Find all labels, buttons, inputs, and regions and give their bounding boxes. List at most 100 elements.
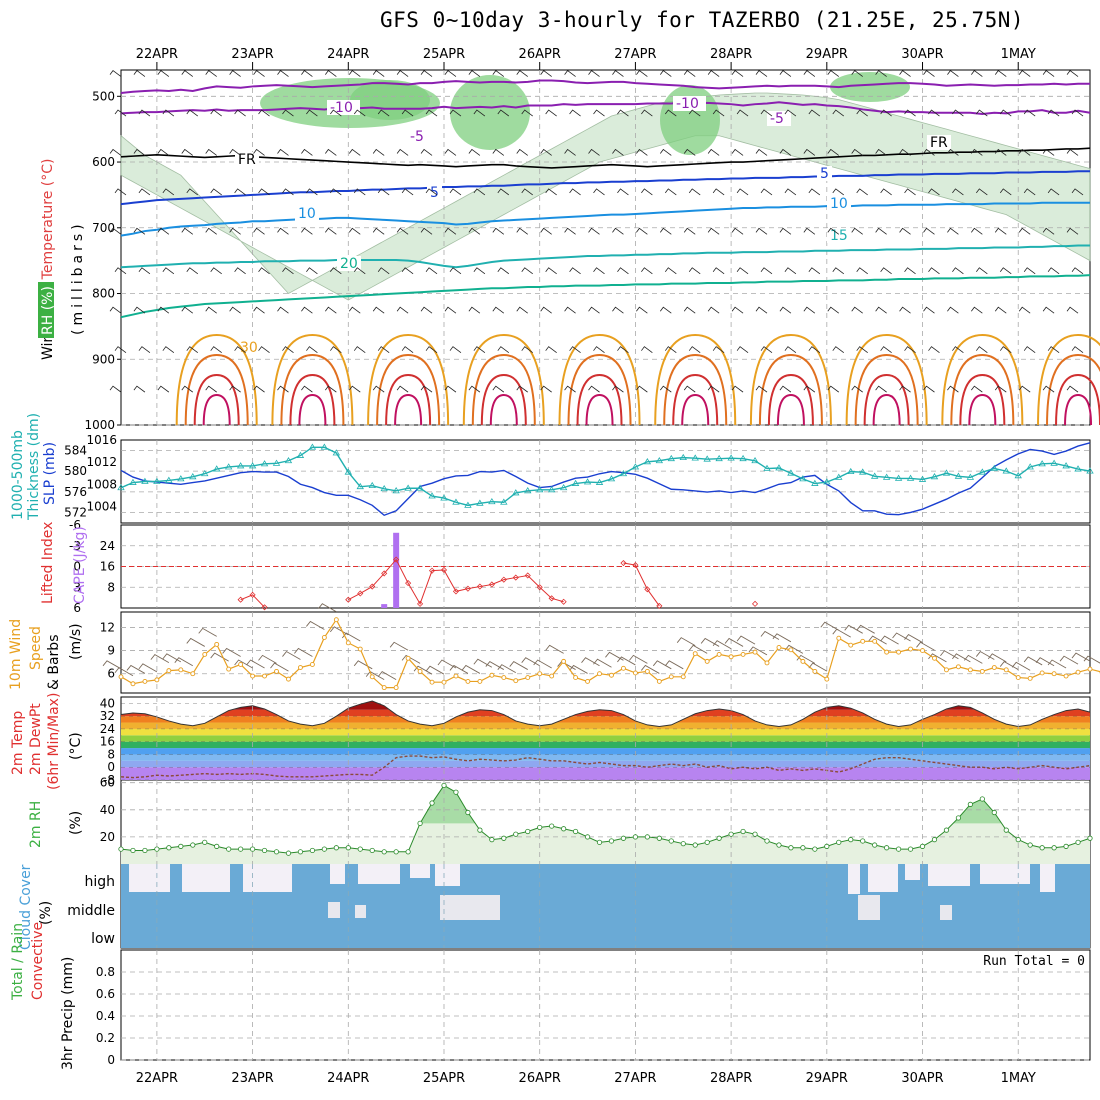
wind-barb bbox=[664, 188, 677, 196]
pr-tick: 0.6 bbox=[96, 987, 115, 1001]
rh-marker bbox=[620, 835, 627, 841]
wind-barb-10m bbox=[736, 635, 756, 645]
wind-barb-10m bbox=[521, 657, 540, 667]
wind-barb bbox=[923, 385, 935, 393]
wind-speed-marker bbox=[932, 655, 937, 661]
wind-barb-10m bbox=[748, 646, 768, 656]
wind-barb-10m bbox=[114, 667, 134, 677]
wind-barb bbox=[1066, 306, 1079, 314]
wind-barb bbox=[760, 109, 773, 117]
thickness-label-2: Thickness (dm) bbox=[26, 413, 42, 521]
wind-barb-10m bbox=[437, 659, 457, 669]
temp-band bbox=[121, 709, 1090, 717]
isotherm-label-bg bbox=[295, 206, 319, 221]
wind-barb bbox=[133, 385, 146, 393]
isotherm-label: -5 bbox=[410, 129, 424, 145]
wind-barb bbox=[277, 385, 289, 393]
wind-barb bbox=[731, 306, 744, 314]
wind-barb bbox=[1047, 188, 1060, 196]
wind-barb-10m bbox=[796, 654, 816, 664]
wind-speed-marker bbox=[1087, 666, 1093, 672]
wind-barb bbox=[540, 227, 552, 235]
wind-speed-marker bbox=[381, 685, 387, 691]
wind-barb bbox=[234, 346, 246, 354]
cloud-tick: low bbox=[91, 931, 115, 947]
isotherm-line bbox=[120, 274, 1091, 319]
wind-barb bbox=[325, 227, 337, 235]
rh-marker bbox=[596, 839, 603, 845]
li-tick: 6 bbox=[73, 601, 81, 615]
rh-marker bbox=[752, 831, 758, 837]
wind-barb bbox=[731, 227, 744, 235]
wind-barb bbox=[157, 227, 170, 235]
wind-barb bbox=[564, 148, 576, 156]
wind-barb bbox=[325, 385, 337, 393]
isotherm-label: -5 bbox=[770, 111, 784, 127]
pr-tick: 0.2 bbox=[96, 1031, 115, 1045]
th-tick-left: 572 bbox=[64, 506, 87, 520]
warm-contour bbox=[872, 393, 901, 426]
rh-marker bbox=[513, 831, 519, 837]
wind-speed-marker bbox=[321, 635, 327, 640]
li-marker bbox=[249, 591, 256, 598]
wind-speed-marker bbox=[824, 676, 830, 682]
th-tick-right: 1016 bbox=[86, 433, 117, 447]
wind-barb-10m bbox=[258, 654, 277, 664]
wind-barb bbox=[999, 267, 1012, 275]
wind-barb bbox=[856, 346, 868, 354]
wind-barb bbox=[636, 70, 648, 77]
wind-barb bbox=[1071, 188, 1084, 196]
rh-marker bbox=[226, 846, 232, 852]
wind-barb-10m bbox=[928, 653, 947, 663]
wind-barb bbox=[277, 70, 289, 77]
wind-barb bbox=[348, 227, 361, 235]
rh2m-label: 2m RH bbox=[28, 801, 44, 848]
wind-barb bbox=[664, 346, 677, 354]
wind-barb bbox=[301, 385, 313, 393]
date-label-bottom: 27APR bbox=[614, 1071, 656, 1086]
wind-barb bbox=[114, 109, 127, 117]
wind-speed-marker bbox=[692, 651, 698, 657]
wind-barb bbox=[617, 346, 629, 354]
rh-marker bbox=[453, 789, 459, 795]
wind-barb bbox=[229, 227, 241, 235]
wind-barb bbox=[612, 148, 624, 156]
thickness-marker bbox=[811, 479, 819, 486]
wind-speed-marker bbox=[752, 649, 758, 655]
wind-barb bbox=[1042, 227, 1055, 235]
li-tick: 3 bbox=[73, 580, 81, 594]
warm-contour bbox=[394, 393, 423, 426]
wind-barb bbox=[449, 109, 462, 117]
cape-tick: 8 bbox=[107, 580, 115, 594]
wind-barb bbox=[952, 267, 964, 275]
date-label-top: 24APR bbox=[327, 47, 369, 62]
wind-barb-10m bbox=[808, 662, 828, 672]
wind-barb bbox=[636, 385, 648, 393]
rh-marker bbox=[1075, 839, 1081, 845]
wind-speed-marker bbox=[190, 671, 196, 677]
thickness-marker bbox=[141, 477, 149, 484]
rh-blob-4 bbox=[830, 72, 910, 102]
isotherm-label-bg bbox=[235, 152, 259, 167]
wind-barb-10m bbox=[999, 660, 1019, 670]
rh-marker bbox=[967, 801, 973, 807]
wind-barb bbox=[707, 70, 720, 77]
wind-barb bbox=[516, 148, 528, 156]
thickness-marker bbox=[1002, 467, 1010, 474]
wind-barb bbox=[760, 346, 773, 354]
wind-barb bbox=[688, 109, 701, 117]
li-tick: -6 bbox=[69, 518, 81, 532]
wd-tick: 9 bbox=[107, 644, 115, 658]
wind-speed-marker bbox=[453, 673, 459, 679]
wind-barb-10m bbox=[294, 647, 313, 657]
wind-barb bbox=[114, 188, 127, 196]
wind-barb bbox=[564, 385, 576, 393]
wind-speed-marker bbox=[991, 665, 997, 670]
wind-barb-10m bbox=[353, 660, 373, 670]
wind-barb-10m bbox=[605, 651, 624, 661]
wind-speed-marker bbox=[154, 677, 160, 683]
rh-marker bbox=[393, 849, 399, 855]
wind-barb bbox=[372, 385, 385, 393]
wind-barb bbox=[1023, 267, 1036, 275]
wind-barb bbox=[971, 70, 983, 77]
